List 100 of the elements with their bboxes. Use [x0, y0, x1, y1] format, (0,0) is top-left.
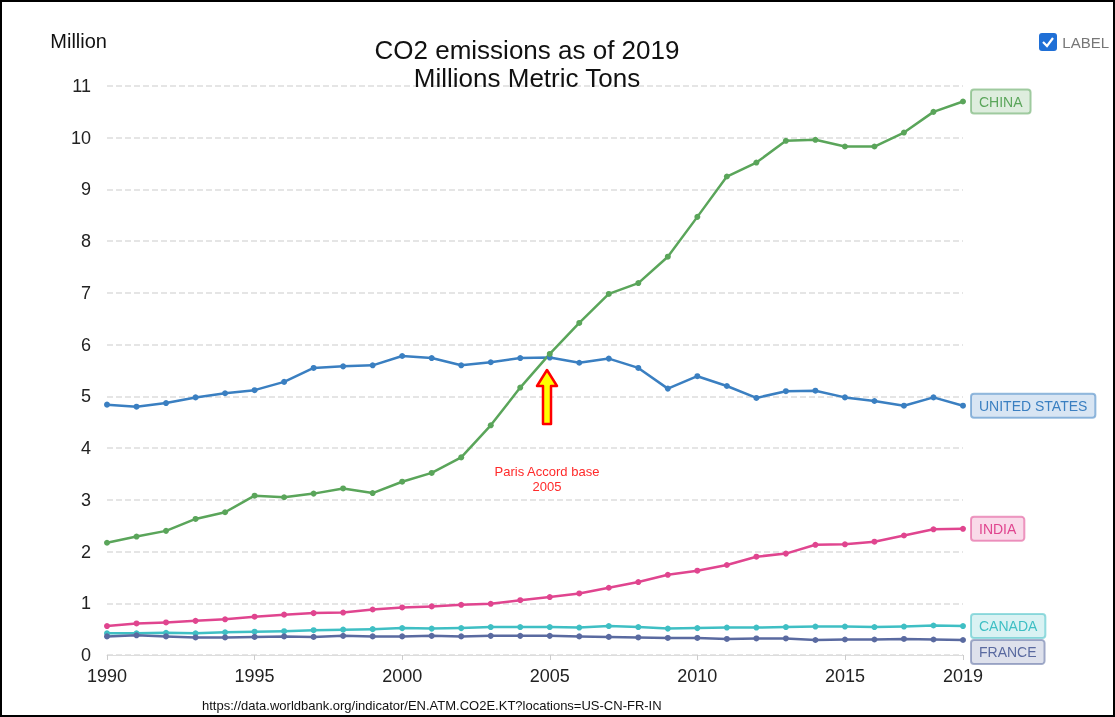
point [281, 378, 288, 385]
y-tick-label: 9 [80, 179, 91, 200]
point [281, 633, 288, 640]
point [192, 394, 199, 401]
point [340, 485, 347, 492]
point [930, 622, 937, 629]
point [782, 624, 789, 631]
series-label: CHINA [979, 93, 1024, 110]
point [812, 387, 819, 394]
point [900, 532, 907, 539]
point [281, 628, 288, 635]
point [487, 359, 494, 366]
point [576, 319, 583, 326]
point [782, 550, 789, 557]
point [487, 632, 494, 639]
point [694, 213, 701, 220]
point [251, 387, 258, 394]
point [871, 624, 878, 631]
point [753, 553, 760, 560]
x-tick-label: 1995 [234, 666, 275, 686]
point [723, 635, 730, 642]
point [281, 611, 288, 618]
point [635, 634, 642, 641]
point [930, 108, 937, 115]
point [841, 541, 848, 548]
point [487, 600, 494, 607]
point [222, 509, 229, 516]
point [163, 527, 170, 534]
point [635, 364, 642, 371]
x-tick-label: 2015 [824, 666, 865, 686]
text: LABEL [1062, 33, 1109, 51]
point [753, 624, 760, 631]
point [310, 633, 317, 640]
point [487, 422, 494, 429]
point [458, 454, 465, 461]
point [605, 633, 612, 640]
point [546, 350, 553, 357]
point [222, 616, 229, 623]
y-tick-label: 10 [70, 127, 91, 148]
y-tick-label: 4 [80, 438, 91, 459]
point [812, 637, 819, 643]
point [487, 624, 494, 631]
point [340, 626, 347, 633]
point [340, 632, 347, 639]
point [871, 398, 878, 405]
point [517, 384, 524, 391]
point [163, 619, 170, 626]
point [635, 579, 642, 586]
x-tick-label: 1990 [86, 666, 128, 686]
point [782, 635, 789, 642]
point [251, 633, 258, 640]
y-axis-title: Million [50, 30, 107, 52]
series-label: FRANCE [979, 644, 1037, 661]
point [753, 394, 760, 401]
y-tick-label: 0 [80, 645, 91, 665]
point [841, 623, 848, 630]
point [782, 388, 789, 395]
point [930, 526, 937, 533]
point [399, 353, 406, 360]
point [664, 385, 671, 392]
y-tick-label: 6 [80, 334, 91, 355]
point [133, 403, 140, 410]
point [576, 590, 583, 597]
point [576, 624, 583, 631]
point [104, 539, 110, 546]
point [399, 625, 406, 632]
y-tick-label: 11 [72, 76, 91, 96]
point [192, 634, 199, 641]
y-tick-label: 2 [80, 541, 91, 562]
point [399, 604, 406, 611]
point [428, 469, 435, 476]
point [517, 597, 524, 604]
point [428, 355, 435, 362]
point [753, 635, 760, 642]
point [900, 129, 907, 136]
point [546, 594, 553, 601]
chart-subtitle: Millions Metric Tons [413, 63, 641, 93]
point [812, 623, 819, 630]
chart-title: CO2 emissions as of 2019 [374, 35, 680, 65]
point [694, 625, 701, 632]
point [192, 617, 199, 624]
point [399, 478, 406, 485]
point [605, 290, 612, 297]
point [369, 490, 376, 497]
point [104, 401, 110, 408]
text: https://data.worldbank.org/indicator/EN.ATM.CO2E.KT?locations=US-CN-FR-IN [202, 698, 662, 713]
point [428, 632, 435, 639]
point [369, 626, 376, 633]
point [664, 571, 671, 578]
point [428, 625, 435, 632]
point [163, 400, 170, 407]
point [900, 623, 907, 630]
point [812, 136, 819, 143]
point [222, 390, 229, 397]
point [281, 494, 288, 501]
point [723, 624, 730, 631]
point [576, 359, 583, 366]
point [871, 538, 878, 545]
point [251, 613, 258, 620]
point [310, 490, 317, 497]
